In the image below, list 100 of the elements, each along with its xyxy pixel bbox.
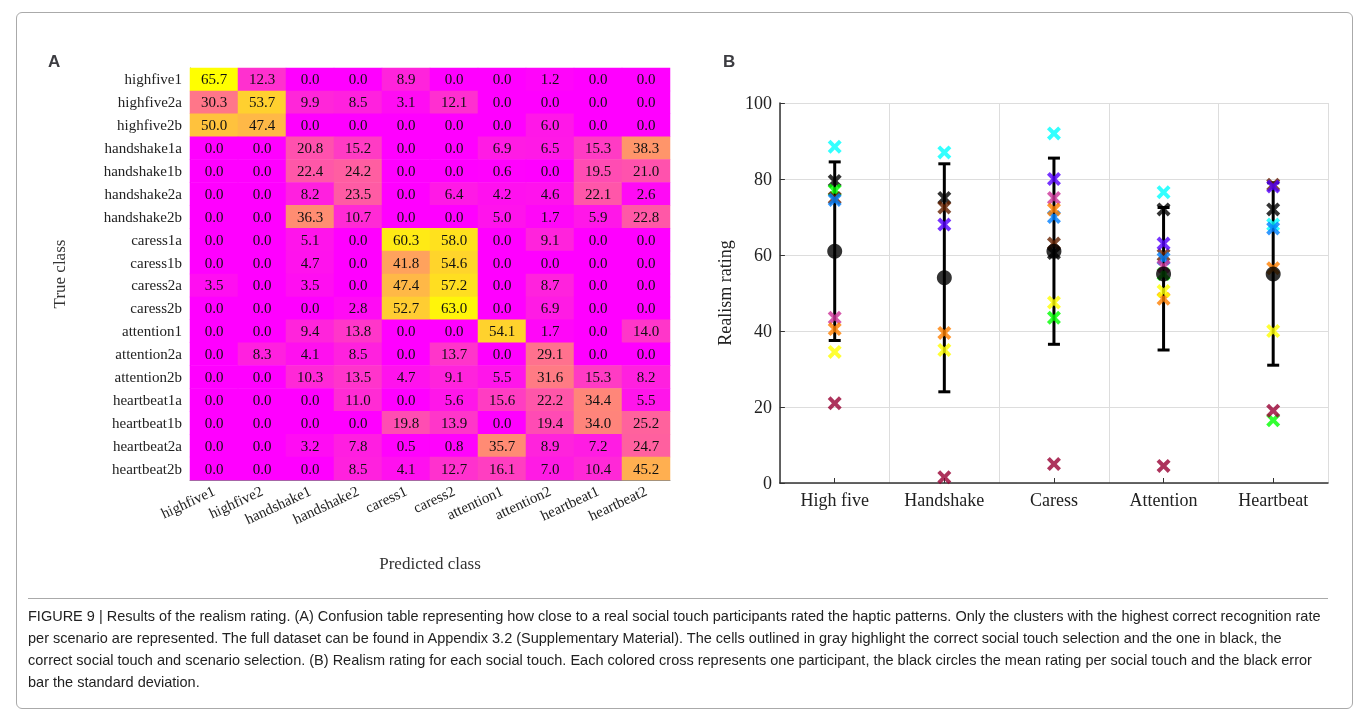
data-label: 0.0 bbox=[252, 277, 272, 294]
data-label: 0.0 bbox=[588, 323, 608, 340]
data-label: 20.8 bbox=[296, 140, 324, 157]
data-label: 15.2 bbox=[344, 140, 372, 157]
caption: FIGURE 9 | Results of the realism rating. (A) Confusion table representing how close to a real social touch participants rated the haptic patterns. Only the clusters with the highest correct recognition rate per scenario are represented. The full dataset can be found in Appendix 3.2 (Supplementary Material). The cells outlined in gray highlight the correct social touch selection and the one in black, the correct social touch and scenario selection. (B) Realism rating for each social touch. Each colored cross represents one participant, the black circles the mean rating per social touch and the black error bar the standard deviation. bbox=[28, 607, 1322, 692]
data-label: 7.0 bbox=[540, 460, 560, 477]
data-label: 0.0 bbox=[204, 323, 224, 340]
data-label: 0.0 bbox=[396, 323, 416, 340]
data-label: 0.0 bbox=[252, 300, 272, 317]
data-label: 0.0 bbox=[348, 71, 368, 88]
x-tick-label: caress1 bbox=[362, 482, 410, 516]
data-label: 22.2 bbox=[536, 391, 564, 408]
data-label: 8.9 bbox=[540, 437, 560, 454]
data-label: 8.2 bbox=[300, 185, 320, 202]
data-label: 0.0 bbox=[588, 254, 608, 271]
data-label: 0.0 bbox=[204, 231, 224, 248]
data-label: 0.0 bbox=[204, 369, 224, 385]
data-label: 0.0 bbox=[588, 117, 608, 134]
data-label: 5.5 bbox=[636, 391, 656, 408]
data-label: 0.0 bbox=[588, 94, 608, 111]
data-label: 52.7 bbox=[392, 300, 420, 317]
chart-title: B bbox=[723, 52, 736, 71]
data-label: 6.0 bbox=[540, 117, 560, 134]
data-label: 3.5 bbox=[204, 277, 224, 294]
data-label: 0.0 bbox=[204, 254, 224, 271]
y-tick-label: caress1b bbox=[130, 254, 182, 271]
data-label: 65.7 bbox=[200, 71, 228, 88]
y-tick-label: handshake1a bbox=[104, 140, 183, 157]
data-label: 23.5 bbox=[344, 185, 372, 202]
data-label: 3.1 bbox=[396, 94, 416, 111]
data-label: 0.0 bbox=[492, 254, 512, 271]
data-label: 0.0 bbox=[396, 346, 416, 363]
data-label: 0.0 bbox=[300, 391, 320, 408]
data-label: 0.0 bbox=[204, 140, 224, 157]
data-label: 0.0 bbox=[348, 117, 368, 134]
data-label: 3.5 bbox=[300, 277, 320, 294]
data-label: 12.1 bbox=[440, 94, 468, 111]
data-label: 6.5 bbox=[540, 140, 560, 157]
data-label: 22.8 bbox=[632, 208, 660, 225]
data-label: 0.0 bbox=[204, 300, 224, 317]
data-label: 0.0 bbox=[204, 185, 224, 202]
data-label: 0.0 bbox=[300, 414, 320, 431]
data-label: 13.9 bbox=[440, 414, 468, 431]
data-label: 16.1 bbox=[488, 460, 516, 477]
data-label: 8.7 bbox=[540, 277, 560, 294]
data-label: 0.0 bbox=[396, 163, 416, 179]
data-label: 54.6 bbox=[440, 254, 468, 271]
data-label: 0.0 bbox=[252, 185, 272, 202]
data-label: 0.0 bbox=[204, 163, 224, 179]
data-label: 12.7 bbox=[440, 460, 468, 477]
data-label: 4.7 bbox=[300, 254, 320, 271]
data-label: 13.7 bbox=[440, 346, 468, 363]
y-tick-label: 60 bbox=[753, 245, 772, 265]
data-label: 4.6 bbox=[540, 185, 560, 202]
data-label: 0.0 bbox=[636, 254, 656, 271]
y-tick-label: highfive2b bbox=[117, 117, 182, 134]
data-label: 0.0 bbox=[636, 231, 656, 248]
data-label: 0.0 bbox=[252, 140, 272, 157]
y-tick-label: 100 bbox=[744, 93, 772, 113]
data-label: 41.8 bbox=[392, 254, 420, 271]
data-label: 0.0 bbox=[252, 208, 272, 225]
data-label: 0.0 bbox=[444, 71, 464, 88]
data-label: 10.7 bbox=[344, 208, 372, 225]
data-label: 0.0 bbox=[252, 323, 272, 340]
y-tick-label: 80 bbox=[753, 169, 772, 189]
data-label: 58.0 bbox=[440, 231, 468, 248]
data-label: 21.0 bbox=[632, 163, 660, 179]
data-label: 0.8 bbox=[444, 437, 464, 454]
data-label: 38.3 bbox=[632, 140, 660, 157]
data-label: 10.3 bbox=[296, 369, 324, 385]
data-label: 35.7 bbox=[488, 437, 516, 454]
data-label: 0.0 bbox=[492, 300, 512, 317]
data-label: 7.2 bbox=[588, 437, 608, 454]
data-label: 22.1 bbox=[584, 185, 612, 202]
data-label: 8.5 bbox=[348, 346, 368, 363]
data-label: 0.0 bbox=[252, 254, 272, 271]
data-label: 13.5 bbox=[344, 369, 372, 385]
data-label: 4.7 bbox=[396, 369, 416, 385]
data-label: 53.7 bbox=[248, 94, 276, 111]
data-label: 0.0 bbox=[252, 437, 272, 454]
data-label: 0.0 bbox=[492, 346, 512, 363]
data-label: 19.5 bbox=[584, 163, 612, 179]
data-label: 5.9 bbox=[588, 208, 608, 225]
data-label: 8.2 bbox=[636, 369, 656, 385]
data-label: 0.0 bbox=[252, 369, 272, 385]
data-label: 8.9 bbox=[396, 71, 416, 88]
y-tick-label: caress1a bbox=[131, 231, 183, 248]
data-label: 0.0 bbox=[540, 94, 560, 111]
data-label: 13.8 bbox=[344, 323, 372, 340]
data-label: 50.0 bbox=[200, 117, 228, 134]
data-label: 34.0 bbox=[584, 414, 612, 431]
data-label: 6.9 bbox=[540, 300, 560, 317]
data-label: 0.0 bbox=[636, 71, 656, 88]
data-label: 0.0 bbox=[204, 346, 224, 363]
y-tick-label: caress2b bbox=[130, 300, 182, 317]
data-label: 63.0 bbox=[440, 300, 468, 317]
data-label: 0.0 bbox=[204, 437, 224, 454]
data-label: 9.9 bbox=[300, 94, 320, 111]
data-label: 24.7 bbox=[632, 437, 660, 454]
data-label: 0.0 bbox=[444, 208, 464, 225]
